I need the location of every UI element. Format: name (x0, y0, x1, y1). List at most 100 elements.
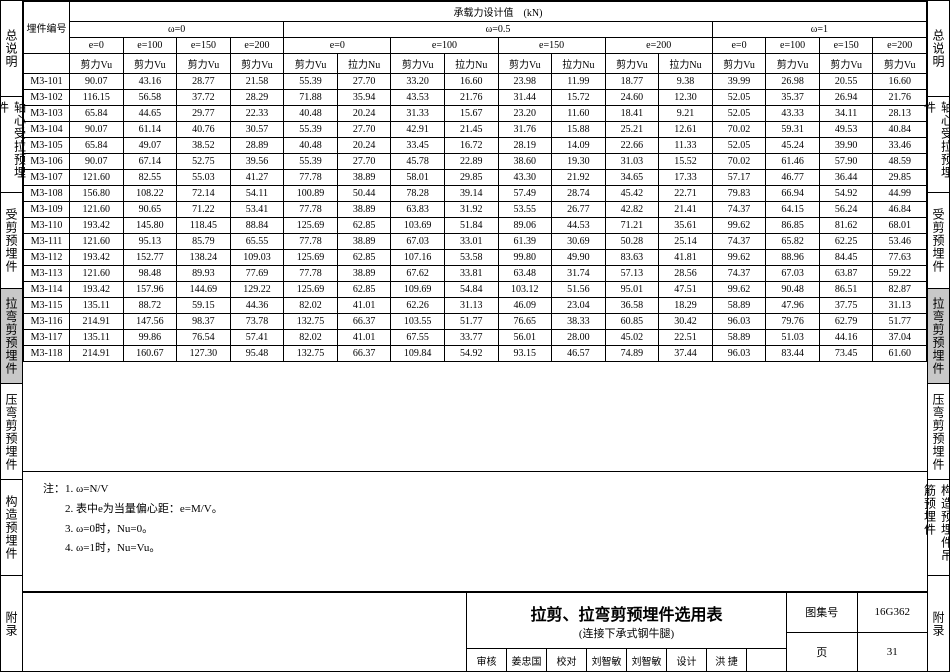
signature-cell: 校对 (547, 649, 587, 671)
cell: 71.22 (177, 202, 231, 218)
cell: 43.16 (123, 74, 177, 90)
cell: 56.24 (819, 202, 873, 218)
cell: 135.11 (70, 330, 124, 346)
index-tab[interactable]: 轴心受拉预埋件 (1, 97, 22, 193)
index-tab[interactable]: 总说明 (1, 1, 22, 97)
cell: 37.75 (819, 298, 873, 314)
index-tab[interactable]: 压弯剪预埋件 (928, 384, 949, 480)
cell: 90.65 (123, 202, 177, 218)
cell: 59.15 (177, 298, 231, 314)
index-tab[interactable]: 轴心受拉预埋件 (928, 97, 949, 193)
cell: 62.79 (819, 314, 873, 330)
index-tab[interactable]: 附录 (928, 576, 949, 671)
cell: 62.85 (337, 250, 391, 266)
table-row: M3-111121.6095.1385.7965.5577.7838.8967.… (24, 234, 927, 250)
row-id: M3-107 (24, 170, 70, 186)
index-tab[interactable]: 受剪预埋件 (1, 193, 22, 289)
cell: 33.20 (391, 74, 445, 90)
cell: 30.57 (230, 122, 284, 138)
cell: 76.54 (177, 330, 231, 346)
jv-header: 剪力Vu (498, 54, 552, 74)
cell: 57.17 (712, 170, 766, 186)
cell: 65.55 (230, 234, 284, 250)
cell: 157.96 (123, 282, 177, 298)
cell: 38.89 (337, 234, 391, 250)
cell: 152.77 (123, 250, 177, 266)
table-row: M3-10190.0743.1628.7721.5855.3927.7033.2… (24, 74, 927, 90)
cell: 90.07 (70, 154, 124, 170)
table-row: M3-117135.1199.8676.5457.4182.0241.0167.… (24, 330, 927, 346)
index-tab[interactable]: 拉弯剪预埋件 (928, 289, 949, 385)
cell: 95.13 (123, 234, 177, 250)
cell: 49.90 (552, 250, 606, 266)
cell: 129.22 (230, 282, 284, 298)
jv-header: 剪力Vu (284, 54, 338, 74)
cell: 28.19 (498, 138, 552, 154)
cell: 89.93 (177, 266, 231, 282)
index-tab[interactable]: 构造预埋件 (1, 480, 22, 576)
index-tab[interactable]: 压弯剪预埋件 (1, 384, 22, 480)
cell: 37.72 (177, 90, 231, 106)
cell: 44.65 (123, 106, 177, 122)
cell: 18.77 (605, 74, 659, 90)
cell: 12.61 (659, 122, 713, 138)
row-id: M3-105 (24, 138, 70, 154)
cell: 63.87 (819, 266, 873, 282)
cell: 46.57 (552, 346, 606, 362)
index-tab[interactable]: 拉弯剪预埋件 (1, 289, 22, 385)
cell: 38.33 (552, 314, 606, 330)
page-label: 页 (787, 633, 858, 672)
cell: 23.98 (498, 74, 552, 90)
cell: 45.24 (766, 138, 820, 154)
cell: 11.60 (552, 106, 606, 122)
cell: 50.28 (605, 234, 659, 250)
index-tab[interactable]: 构造预埋件吊筋预埋件 (928, 480, 949, 576)
cell: 88.72 (123, 298, 177, 314)
cell: 65.84 (70, 138, 124, 154)
row-id: M3-109 (24, 202, 70, 218)
cell: 125.69 (284, 282, 338, 298)
cell: 52.05 (712, 106, 766, 122)
cell: 78.28 (391, 186, 445, 202)
index-tab[interactable]: 受剪预埋件 (928, 193, 949, 289)
cell: 74.89 (605, 346, 659, 362)
cell: 43.53 (391, 90, 445, 106)
cell: 28.56 (659, 266, 713, 282)
cell: 38.89 (337, 266, 391, 282)
e-header: e=150 (819, 38, 873, 54)
cell: 37.44 (659, 346, 713, 362)
cell: 41.01 (337, 330, 391, 346)
row-id: M3-114 (24, 282, 70, 298)
notes-lead: 注： (43, 483, 65, 495)
cell: 214.91 (70, 346, 124, 362)
cell: 58.89 (712, 298, 766, 314)
cell: 99.86 (123, 330, 177, 346)
cell: 15.67 (444, 106, 498, 122)
cell: 66.37 (337, 346, 391, 362)
cell: 61.39 (498, 234, 552, 250)
cell: 70.02 (712, 154, 766, 170)
note-line: 1. ω=N/V (65, 483, 108, 495)
cell: 77.78 (284, 234, 338, 250)
cell: 65.82 (766, 234, 820, 250)
cell: 83.44 (766, 346, 820, 362)
ln-header: 拉力Nu (659, 54, 713, 74)
cell: 40.48 (284, 106, 338, 122)
cell: 33.45 (391, 138, 445, 154)
cell: 67.55 (391, 330, 445, 346)
cell: 27.70 (337, 122, 391, 138)
cell: 83.63 (605, 250, 659, 266)
index-tab[interactable]: 附录 (1, 576, 22, 671)
cell: 90.07 (70, 122, 124, 138)
cell: 73.78 (230, 314, 284, 330)
jv-header: 剪力Vu (712, 54, 766, 74)
index-tab[interactable]: 总说明 (928, 1, 949, 97)
cell: 53.46 (873, 234, 927, 250)
cell: 79.76 (766, 314, 820, 330)
cell: 33.77 (444, 330, 498, 346)
omega1-header: ω=1 (712, 22, 926, 38)
e-header: e=200 (605, 38, 712, 54)
cell: 48.59 (873, 154, 927, 170)
e-header: e=200 (230, 38, 284, 54)
row-id: M3-118 (24, 346, 70, 362)
